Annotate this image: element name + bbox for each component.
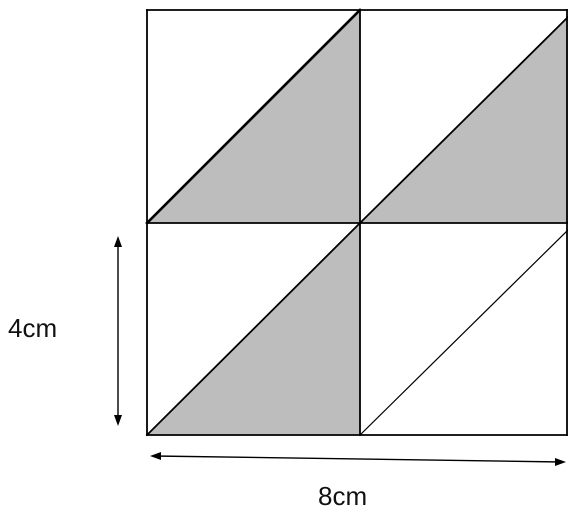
diagonal-bottom-right — [359, 229, 568, 436]
diagonal-top-left — [145, 8, 362, 225]
height-arrowhead-top — [114, 236, 122, 247]
width-dimension-arrow — [153, 455, 563, 463]
height-label: 4cm — [8, 313, 57, 343]
width-arrowhead-right — [555, 458, 566, 466]
width-label: 8cm — [318, 481, 367, 510]
width-arrowhead-left — [150, 452, 161, 460]
height-arrowhead-bottom — [114, 415, 122, 426]
diagonal-bottom-left — [145, 221, 362, 437]
diagonal-top-right — [358, 15, 568, 225]
